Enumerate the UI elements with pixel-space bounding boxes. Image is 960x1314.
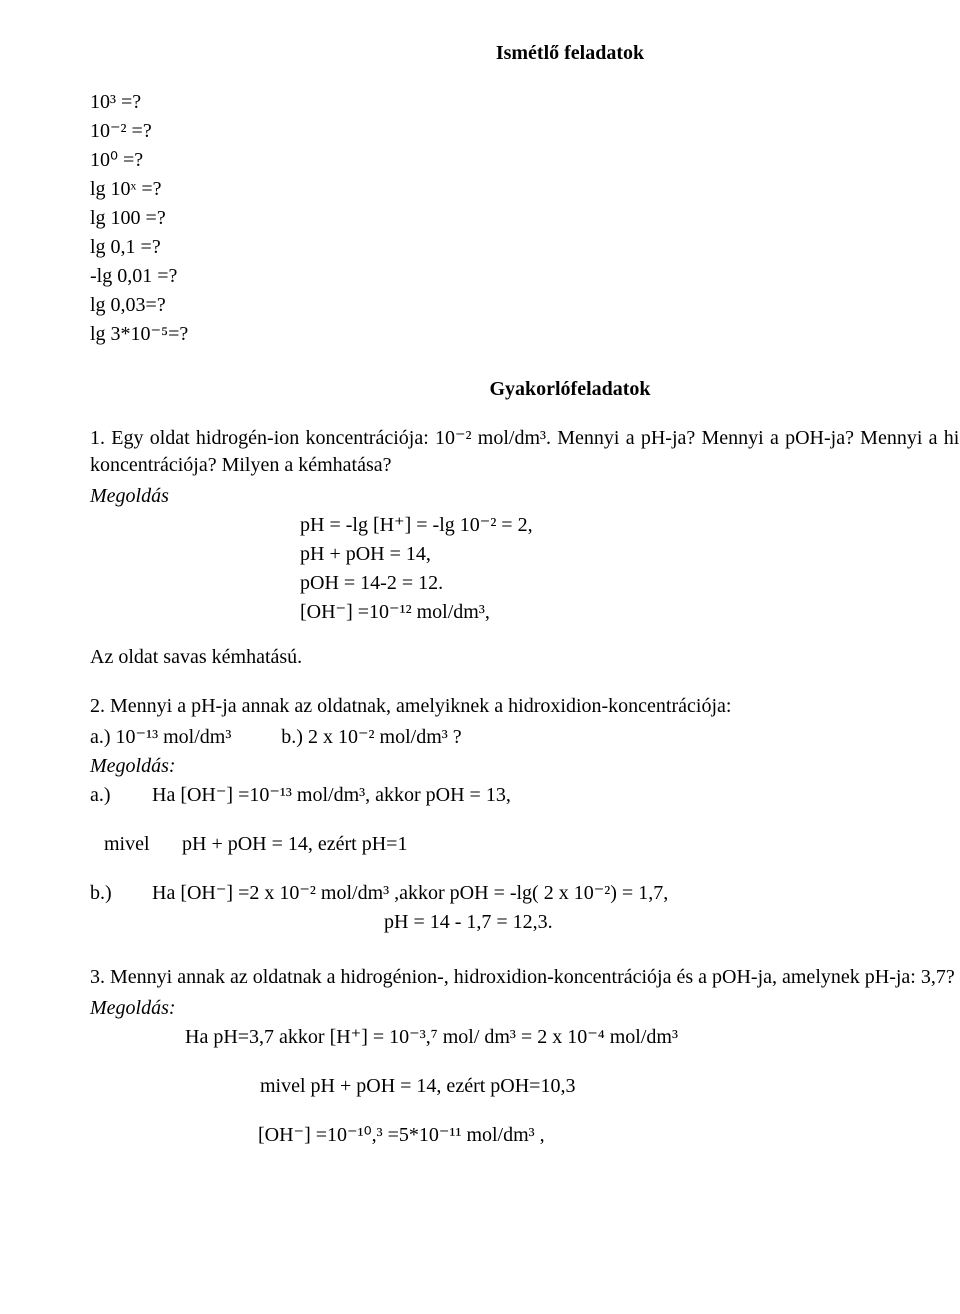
solution-label: Megoldás: xyxy=(90,995,960,1022)
review-item: lg 100 =? xyxy=(90,205,960,232)
option-b-text: Ha [OH⁻] =2 x 10⁻² mol/dm³ ,akkor pOH = … xyxy=(152,880,960,938)
option-b-label: b.) xyxy=(90,880,152,938)
option-a-text: Ha [OH⁻] =10⁻¹³ mol/dm³, akkor pOH = 13, xyxy=(152,782,960,809)
option-a-label: a.) xyxy=(90,782,152,809)
review-item: lg 0,03=? xyxy=(90,292,960,319)
title-practice: Gyakorlófeladatok xyxy=(90,376,960,403)
problem-1-text: 1. Egy oldat hidrogén-ion koncentrációja… xyxy=(90,425,960,479)
problem-2-line1: 2. Mennyi a pH-ja annak az oldatnak, ame… xyxy=(90,695,731,717)
problem-3-eq3: [OH⁻] =10⁻¹⁰,³ =5*10⁻¹¹ mol/dm³ , xyxy=(90,1122,960,1149)
problem-3-text: 3. Mennyi annak az oldatnak a hidrogénio… xyxy=(90,964,960,991)
problem-2-b: b.) Ha [OH⁻] =2 x 10⁻² mol/dm³ ,akkor pO… xyxy=(90,880,960,938)
review-item: 10³ =? xyxy=(90,89,960,116)
problem-3-eq2: mivel pH + pOH = 14, ezért pOH=10,3 xyxy=(90,1073,960,1100)
option-b-line1: Ha [OH⁻] =2 x 10⁻² mol/dm³ ,akkor pOH = … xyxy=(152,880,960,907)
title-review: Ismétlő feladatok xyxy=(90,40,960,67)
equation-line: pH = -lg [H⁺] = -lg 10⁻² = 2, xyxy=(300,512,960,539)
equation-line: [OH⁻] =10⁻¹² mol/dm³, xyxy=(300,599,960,626)
problem-3-eq1: Ha pH=3,7 akkor [H⁺] = 10⁻³,⁷ mol/ dm³ =… xyxy=(90,1024,960,1051)
mivel-text: pH + pOH = 14, ezért pH=1 xyxy=(182,831,960,858)
equation-line: pH + pOH = 14, xyxy=(300,541,960,568)
mivel-label: mivel xyxy=(104,831,182,858)
problem-2-options: a.) 10⁻¹³ mol/dm³ b.) 2 x 10⁻² mol/dm³ ? xyxy=(90,724,960,751)
problem-1-equations: pH = -lg [H⁺] = -lg 10⁻² = 2, pH + pOH =… xyxy=(90,512,960,626)
review-item: lg 3*10⁻⁵=? xyxy=(90,321,960,348)
problem-2-text: 2. Mennyi a pH-ja annak az oldatnak, ame… xyxy=(90,693,960,720)
equation-line: pOH = 14-2 = 12. xyxy=(300,570,960,597)
option-b-line2: pH = 14 - 1,7 = 12,3. xyxy=(152,909,960,936)
problem-1-conclusion: Az oldat savas kémhatású. xyxy=(90,644,960,671)
review-item: 10⁰ =? xyxy=(90,147,960,174)
review-item: 10⁻² =? xyxy=(90,118,960,145)
review-item: lg 10ˣ =? xyxy=(90,176,960,203)
review-item: -lg 0,01 =? xyxy=(90,263,960,290)
review-list: 10³ =? 10⁻² =? 10⁰ =? lg 10ˣ =? lg 100 =… xyxy=(90,89,960,348)
solution-label: Megoldás xyxy=(90,483,960,510)
problem-2-a: a.) Ha [OH⁻] =10⁻¹³ mol/dm³, akkor pOH =… xyxy=(90,782,960,809)
review-item: lg 0,1 =? xyxy=(90,234,960,261)
solution-label: Megoldás: xyxy=(90,753,960,780)
problem-2-mivel: mivel pH + pOH = 14, ezért pH=1 xyxy=(90,831,960,858)
